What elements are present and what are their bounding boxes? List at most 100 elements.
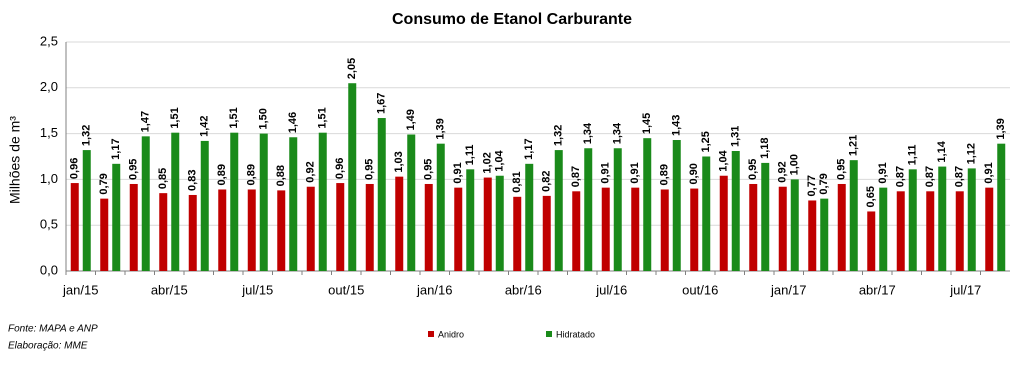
legend-swatch <box>546 331 552 337</box>
bar <box>100 198 109 271</box>
value-label: 0,89 <box>246 164 258 185</box>
value-label: 0,95 <box>128 159 140 180</box>
x-tick-label: jan/17 <box>770 282 806 297</box>
bar <box>985 187 994 271</box>
bar <box>997 143 1006 271</box>
x-tick-label: jan/16 <box>416 282 452 297</box>
value-label: 0,91 <box>452 162 464 183</box>
value-label: 1,12 <box>966 143 978 164</box>
bar <box>171 132 180 271</box>
bar <box>702 156 711 271</box>
bar <box>277 190 286 271</box>
y-tick-label: 2,5 <box>40 33 58 48</box>
value-label: 0,87 <box>954 166 966 187</box>
bar <box>318 132 327 271</box>
value-label: 0,96 <box>69 158 81 179</box>
bar <box>808 200 817 271</box>
x-tick-label: abr/15 <box>151 282 188 297</box>
value-label: 0,92 <box>777 161 789 182</box>
value-label: 0,81 <box>511 171 523 192</box>
value-label: 1,17 <box>110 138 122 159</box>
source: Fonte: MAPA e ANP <box>8 324 98 335</box>
x-tick-label: abr/17 <box>859 282 896 297</box>
value-label: 0,89 <box>216 164 228 185</box>
legend-label: Anidro <box>438 329 464 339</box>
bar <box>631 187 640 271</box>
x-tick-label: abr/16 <box>505 282 542 297</box>
value-label: 2,05 <box>346 58 358 79</box>
value-label: 0,95 <box>364 159 376 180</box>
x-tick-label: jan/15 <box>62 282 98 297</box>
bar <box>407 134 416 271</box>
bar <box>719 175 728 271</box>
bar <box>289 137 298 271</box>
bar <box>306 186 315 271</box>
bar <box>908 169 917 271</box>
value-label: 1,42 <box>199 116 211 137</box>
value-label: 0,91 <box>877 162 889 183</box>
value-label: 1,46 <box>287 112 299 133</box>
x-tick-label: jul/15 <box>241 282 273 297</box>
value-label: 1,32 <box>81 125 93 146</box>
y-tick-label: 0,0 <box>40 262 58 277</box>
bar <box>259 133 268 271</box>
bar <box>749 183 758 271</box>
value-label: 1,18 <box>759 137 771 158</box>
x-tick-label: jul/17 <box>949 282 981 297</box>
bar <box>572 191 581 271</box>
bar <box>790 179 799 271</box>
y-axis-label: Milhões de m³ <box>7 116 23 204</box>
value-label: 1,45 <box>641 113 653 134</box>
bar <box>554 150 563 271</box>
value-label: 1,00 <box>789 154 801 175</box>
bar <box>837 183 846 271</box>
value-label: 0,87 <box>895 166 907 187</box>
value-label: 0,95 <box>423 159 435 180</box>
value-label: 1,04 <box>494 149 506 171</box>
bar <box>643 138 652 271</box>
bar <box>247 189 256 271</box>
value-label: 0,95 <box>747 159 759 180</box>
bar <box>141 136 150 271</box>
legend-swatch <box>428 331 434 337</box>
value-label: 1,17 <box>523 138 535 159</box>
value-label: 0,91 <box>983 162 995 183</box>
value-label: 1,34 <box>582 122 594 144</box>
value-label: 0,87 <box>570 166 582 187</box>
legend-label: Hidratado <box>556 329 595 339</box>
bar <box>778 186 787 271</box>
y-tick-label: 0,5 <box>40 217 58 232</box>
bar <box>454 187 463 271</box>
bar <box>690 188 699 271</box>
value-label: 1,49 <box>405 109 417 130</box>
bar <box>601 187 610 271</box>
bar <box>466 169 475 271</box>
bar <box>926 191 935 271</box>
value-label: 0,79 <box>818 173 830 194</box>
value-label: 1,50 <box>258 108 270 129</box>
bar <box>584 148 593 271</box>
bar <box>188 194 197 271</box>
bar <box>70 183 79 271</box>
value-label: 0,79 <box>98 173 110 194</box>
bar <box>731 151 740 271</box>
y-tick-label: 1,5 <box>40 125 58 140</box>
bar <box>424 183 433 271</box>
value-label: 0,90 <box>688 163 700 184</box>
bar <box>200 140 209 271</box>
bar <box>867 211 876 271</box>
value-label: 0,83 <box>187 170 199 191</box>
value-label: 0,95 <box>836 159 848 180</box>
value-label: 1,43 <box>671 115 683 136</box>
bar <box>82 150 91 271</box>
bar <box>967 168 976 271</box>
bar <box>377 118 386 271</box>
value-label: 1,03 <box>393 151 405 172</box>
x-tick-label: out/16 <box>682 282 718 297</box>
value-label: 1,11 <box>464 145 476 166</box>
bar <box>672 140 681 271</box>
bar <box>513 196 522 271</box>
bar <box>820 198 829 271</box>
x-tick-label: jul/16 <box>595 282 627 297</box>
bar <box>395 176 404 271</box>
